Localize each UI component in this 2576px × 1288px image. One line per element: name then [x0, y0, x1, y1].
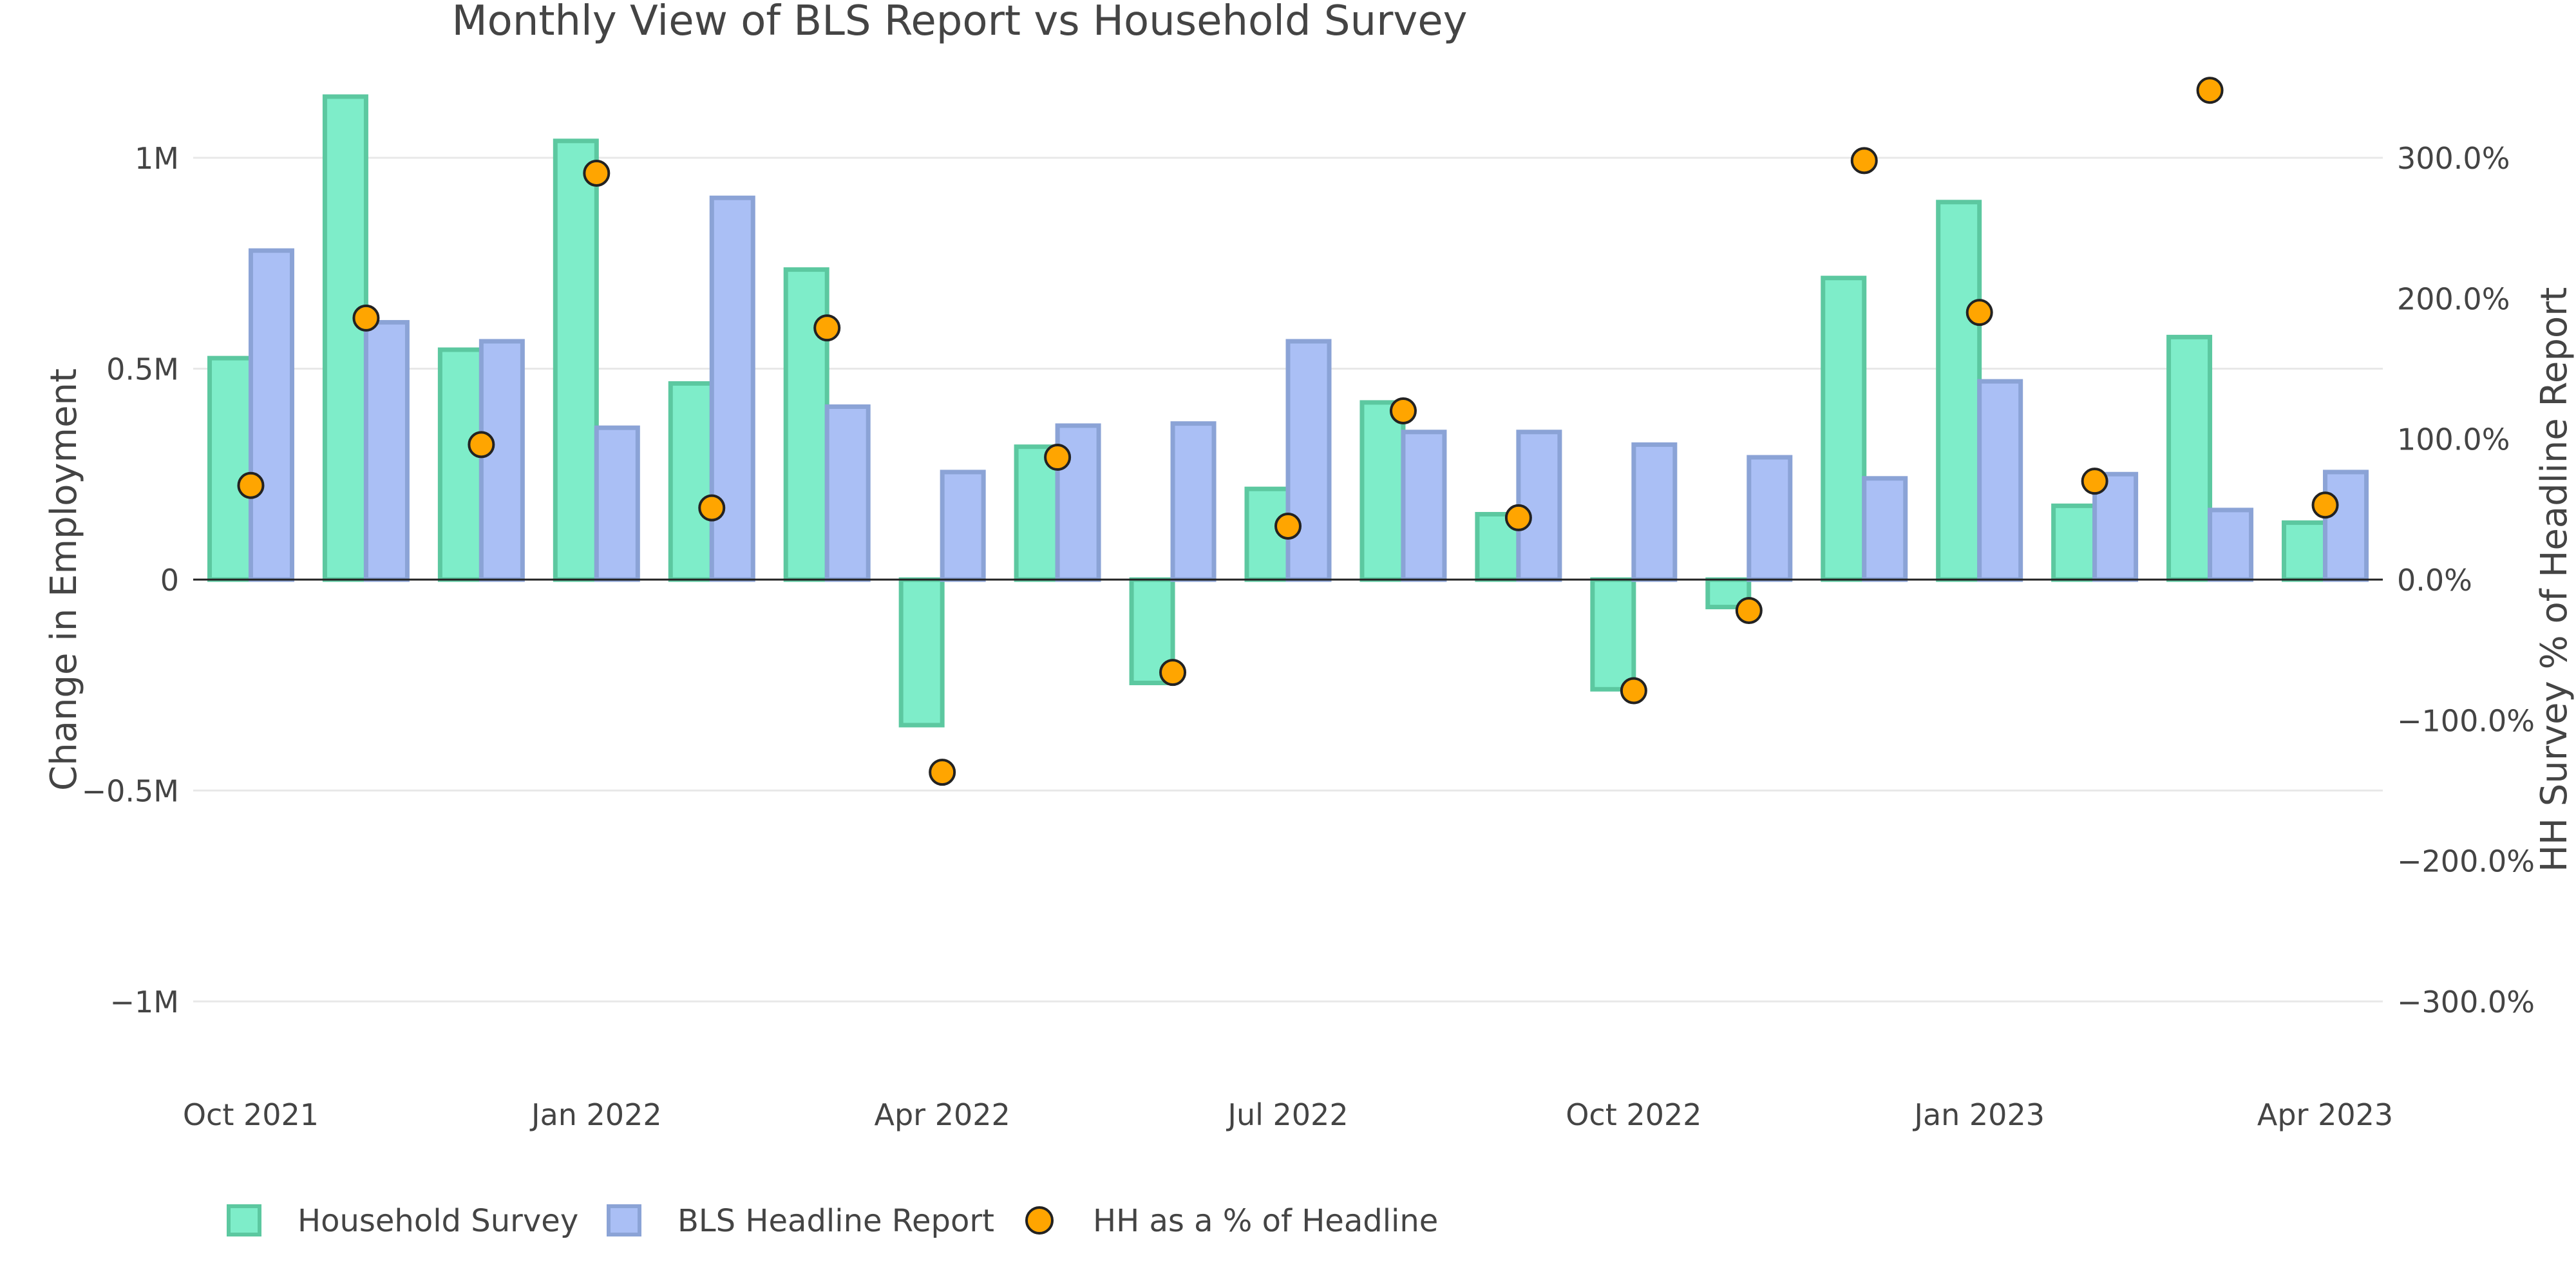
- legend[interactable]: Household Survey BLS Headline Report HH as…: [227, 1203, 1438, 1239]
- legend-label: HH as a % of Headline: [1093, 1203, 1438, 1239]
- bar-household-survey[interactable]: [1590, 577, 1636, 692]
- point-hh-pct[interactable]: [698, 494, 726, 522]
- y-tick-label: −0.5M: [82, 774, 179, 809]
- legend-swatch: [227, 1204, 261, 1236]
- bar-bls-headline[interactable]: [1862, 476, 1908, 582]
- x-tick-label: Apr 2022: [875, 1097, 1010, 1132]
- bar-bls-headline[interactable]: [2323, 469, 2369, 582]
- x-axis: Oct 2021 Jan 2022 Apr 2022 Jul 2022 Oct 2022…: [183, 1097, 2393, 1132]
- point-hh-pct[interactable]: [1389, 397, 1417, 424]
- point-hh-pct[interactable]: [237, 471, 265, 499]
- legend-item[interactable]: HH as a % of Headline: [1025, 1203, 1438, 1239]
- bar-bls-headline[interactable]: [2208, 507, 2254, 582]
- point-hh-pct[interactable]: [929, 759, 956, 786]
- x-tick-label: Jan 2023: [1912, 1097, 2045, 1132]
- y2-tick-label: 0.0%: [2397, 563, 2472, 598]
- point-hh-pct[interactable]: [813, 314, 841, 342]
- x-tick-label: Oct 2021: [183, 1097, 319, 1132]
- bar-bls-headline[interactable]: [1401, 430, 1447, 582]
- point-hh-pct[interactable]: [583, 160, 611, 187]
- y2-tick-label: −300.0%: [2397, 985, 2535, 1019]
- points: [237, 77, 2339, 786]
- bars: [207, 94, 2369, 728]
- point-hh-pct[interactable]: [2081, 468, 2108, 495]
- bar-bls-headline[interactable]: [709, 195, 755, 582]
- bar-bls-headline[interactable]: [1747, 455, 1793, 582]
- x-tick-label: Oct 2022: [1566, 1097, 1701, 1132]
- point-hh-pct[interactable]: [1044, 444, 1072, 471]
- bar-bls-headline[interactable]: [1977, 379, 2023, 582]
- point-hh-pct[interactable]: [1504, 504, 1532, 531]
- legend-label: Household Survey: [298, 1203, 578, 1239]
- legend-item[interactable]: BLS Headline Report: [607, 1203, 994, 1239]
- bar-bls-headline[interactable]: [594, 425, 640, 582]
- y-axis: 1M 0.5M 0 −0.5M −1M: [82, 141, 179, 1019]
- point-hh-pct[interactable]: [1274, 513, 1302, 540]
- x-tick-label: Jan 2022: [529, 1097, 662, 1132]
- point-hh-pct[interactable]: [1620, 677, 1647, 705]
- y2-tick-label: −100.0%: [2397, 703, 2535, 738]
- legend-swatch: [607, 1204, 641, 1236]
- point-hh-pct[interactable]: [1965, 299, 1993, 327]
- y2-tick-label: 100.0%: [2397, 422, 2510, 457]
- bar-bls-headline[interactable]: [824, 404, 871, 582]
- bar-household-survey[interactable]: [207, 355, 253, 582]
- bar-bls-headline[interactable]: [1285, 339, 1332, 582]
- chart-title: Monthly View of BLS Report vs Household …: [451, 0, 1467, 45]
- y2-axis-title: HH Survey % of Headline Report: [2533, 287, 2575, 872]
- point-hh-pct[interactable]: [1159, 659, 1187, 687]
- y2-tick-label: 200.0%: [2397, 281, 2510, 316]
- bar-bls-headline[interactable]: [478, 339, 525, 582]
- point-hh-pct[interactable]: [2311, 491, 2339, 519]
- bar-bls-headline[interactable]: [1170, 421, 1217, 582]
- bar-household-survey[interactable]: [2166, 334, 2213, 582]
- legend-marker: [1025, 1206, 1054, 1235]
- bar-household-survey[interactable]: [2282, 520, 2328, 582]
- y2-tick-label: −200.0%: [2397, 844, 2535, 879]
- y-tick-label: 0: [160, 563, 179, 598]
- bar-household-survey[interactable]: [1359, 400, 1406, 582]
- y2-tick-label: 300.0%: [2397, 141, 2510, 176]
- bar-bls-headline[interactable]: [940, 469, 986, 582]
- y-tick-label: −1M: [110, 985, 180, 1019]
- y-tick-label: 1M: [135, 141, 179, 176]
- y-axis-title: Change in Employment: [43, 368, 85, 791]
- bar-household-survey[interactable]: [553, 138, 599, 582]
- bar-bls-headline[interactable]: [1631, 442, 1678, 582]
- y2-axis: 300.0% 200.0% 100.0% 0.0% −100.0% −200.0% −300…: [2397, 141, 2535, 1019]
- bar-household-survey[interactable]: [437, 347, 484, 582]
- bar-household-survey[interactable]: [1936, 200, 1982, 582]
- bar-household-survey[interactable]: [322, 94, 368, 582]
- point-hh-pct[interactable]: [2196, 77, 2224, 104]
- bar-bls-headline[interactable]: [248, 248, 294, 582]
- point-hh-pct[interactable]: [1850, 147, 1878, 175]
- x-tick-label: Jul 2022: [1226, 1097, 1348, 1132]
- point-hh-pct[interactable]: [352, 304, 380, 332]
- legend-label: BLS Headline Report: [677, 1203, 994, 1239]
- point-hh-pct[interactable]: [468, 431, 495, 459]
- bar-household-survey[interactable]: [2051, 503, 2098, 582]
- bar-household-survey[interactable]: [1821, 276, 1867, 582]
- point-hh-pct[interactable]: [1735, 597, 1763, 625]
- x-tick-label: Apr 2023: [2257, 1097, 2393, 1132]
- legend-item[interactable]: Household Survey: [227, 1203, 578, 1239]
- bar-bls-headline[interactable]: [363, 319, 410, 582]
- bar-household-survey[interactable]: [898, 577, 945, 728]
- bar-bls-headline[interactable]: [1516, 430, 1562, 582]
- y-tick-label: 0.5M: [106, 352, 179, 387]
- bar-household-survey[interactable]: [668, 381, 714, 582]
